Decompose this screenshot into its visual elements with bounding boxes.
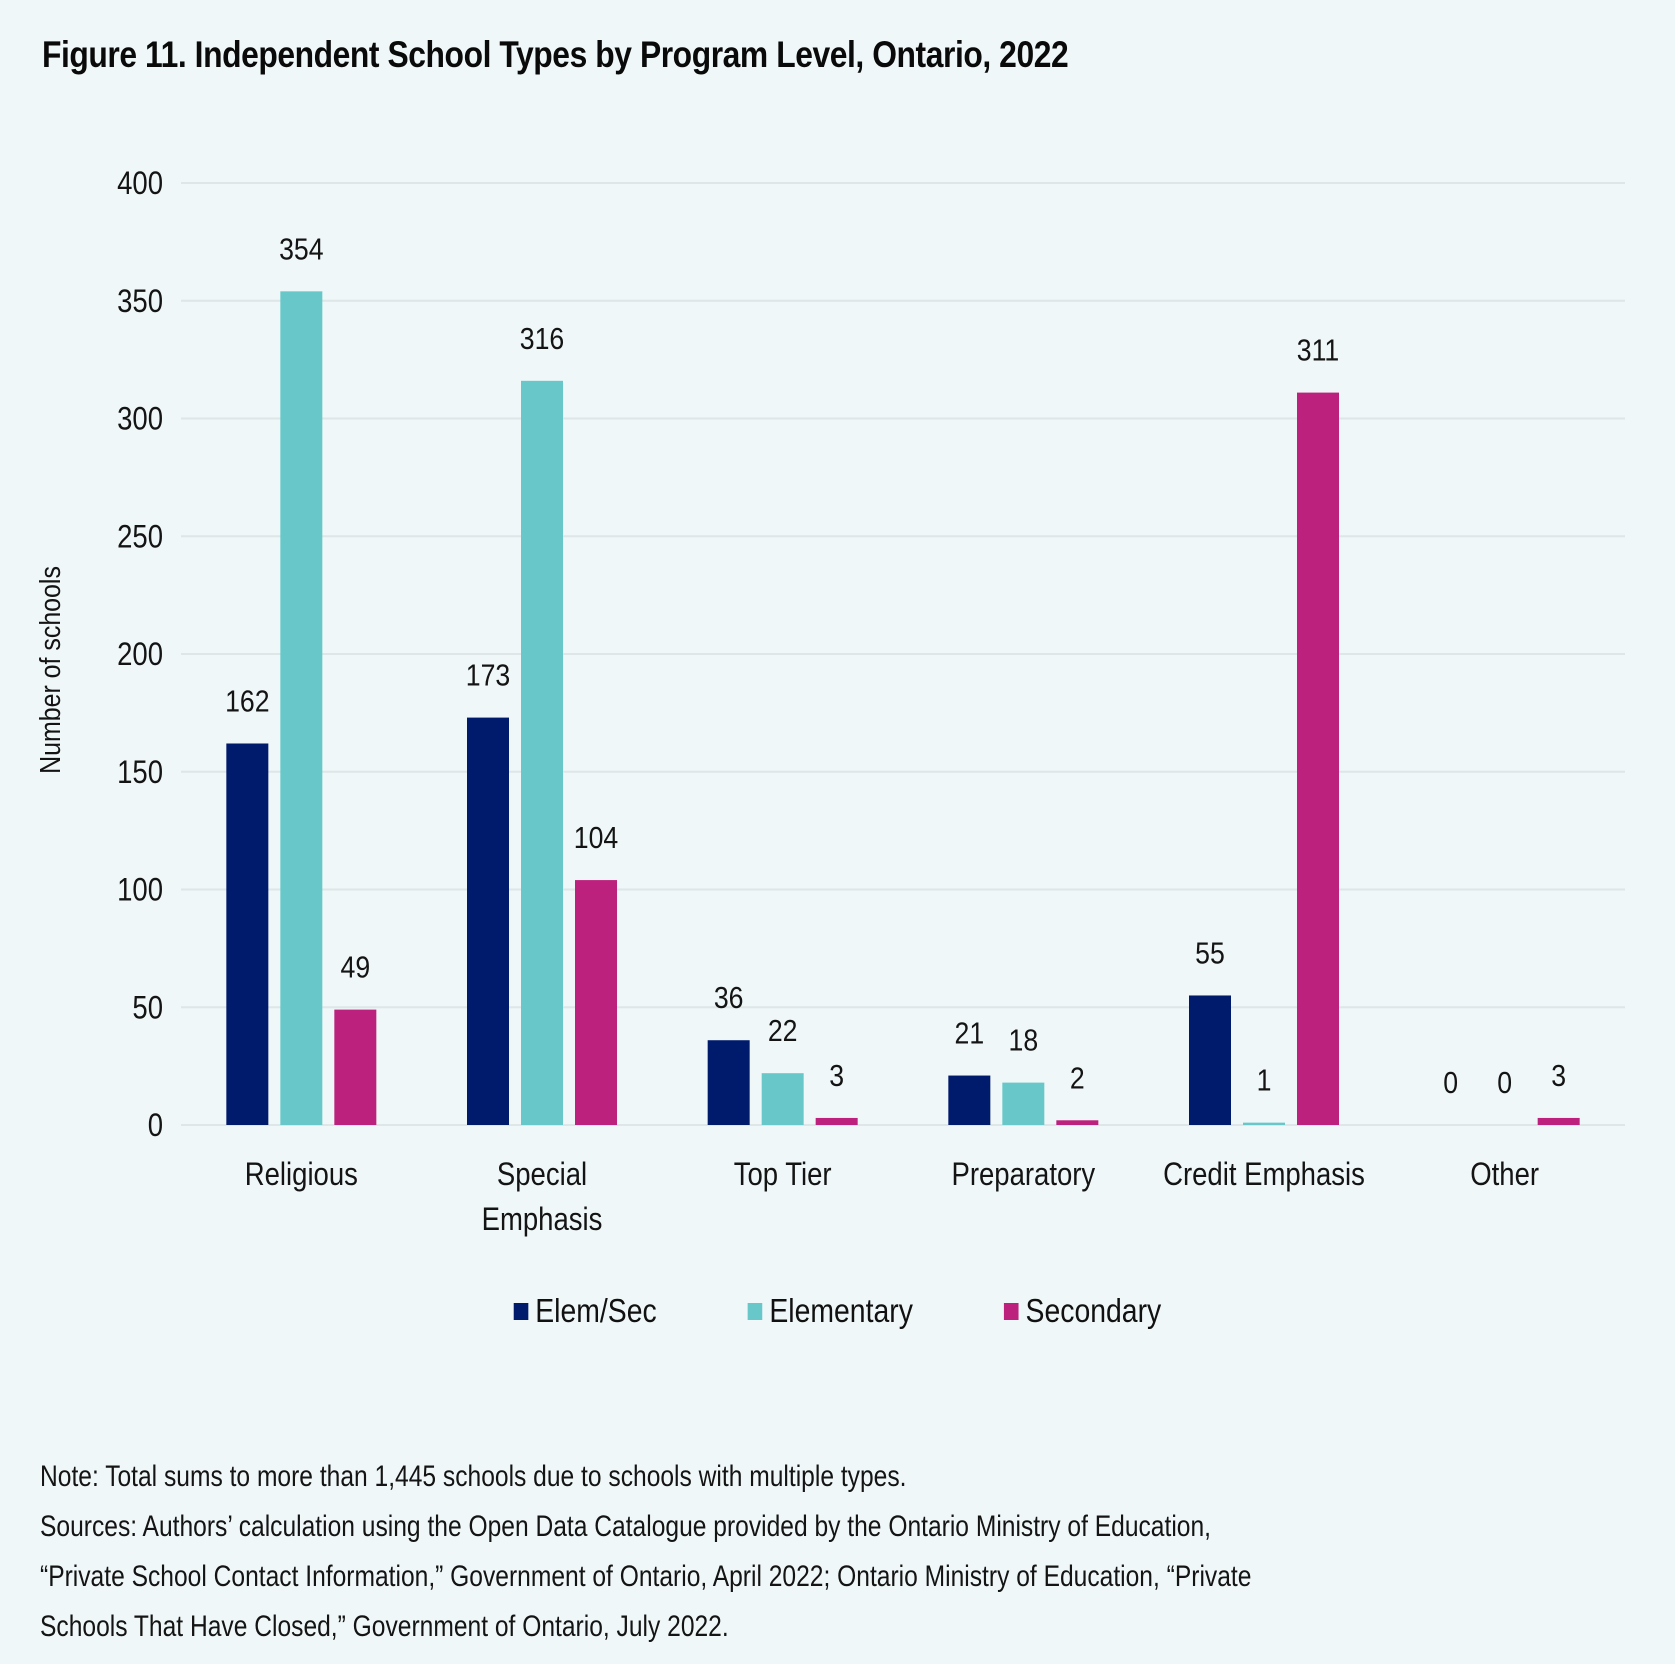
- bar-religious-elementary: [280, 291, 323, 1126]
- data-label-other-secondary: 3: [1551, 1059, 1566, 1093]
- bar-credit-emphasis-secondary: [1297, 392, 1339, 1126]
- data-label-credit-emphasis-elem-sec: 55: [1195, 937, 1225, 971]
- y-tick-label: 350: [117, 284, 163, 319]
- legend-label: Elem/Sec: [535, 1292, 657, 1329]
- bars: [226, 291, 1580, 1126]
- legend: Elem/Sec Elementary Secondary: [117, 1292, 1558, 1330]
- legend-label: Elementary: [769, 1292, 913, 1329]
- bar-preparatory-elem-sec: [948, 1075, 991, 1125]
- y-tick-label: 150: [117, 755, 163, 790]
- bar-credit-emphasis-elementary: [1243, 1122, 1285, 1125]
- data-label-special-emphasis-elem-sec: 173: [466, 659, 510, 693]
- data-label-special-emphasis-secondary: 104: [574, 821, 618, 855]
- category-label-special-emphasis: Emphasis: [482, 1202, 603, 1237]
- category-label-credit-emphasis: Credit Emphasis: [1163, 1157, 1365, 1192]
- gridlines: [181, 182, 1625, 1126]
- sources-line: Sources: Authors’ calculation using the …: [40, 1510, 1211, 1543]
- bar-preparatory-secondary: [1056, 1120, 1099, 1125]
- data-label-top-tier-elementary: 22: [768, 1014, 798, 1048]
- bar-preparatory-elementary: [1002, 1082, 1045, 1125]
- figure-notes: Note: Total sums to more than 1,445 scho…: [40, 1452, 1598, 1652]
- data-label-other-elementary: 0: [1497, 1066, 1512, 1100]
- data-label-preparatory-elem-sec: 21: [955, 1017, 985, 1051]
- data-label-other-elem-sec: 0: [1443, 1066, 1458, 1100]
- data-label-credit-emphasis-elementary: 1: [1257, 1064, 1272, 1098]
- sources-line: Schools That Have Closed,” Government of…: [40, 1610, 729, 1643]
- bar-religious-secondary: [334, 1009, 377, 1125]
- legend-swatch-elem-sec: [513, 1302, 529, 1320]
- data-label-preparatory-elementary: 18: [1009, 1024, 1039, 1058]
- bar-top-tier-elementary: [761, 1073, 804, 1125]
- category-label-preparatory: Preparatory: [951, 1157, 1095, 1192]
- bar-top-tier-elem-sec: [707, 1040, 750, 1125]
- y-tick-label: 250: [117, 519, 163, 554]
- data-label-religious-secondary: 49: [341, 951, 371, 985]
- category-label-top-tier: Top Tier: [734, 1157, 832, 1192]
- legend-swatch-secondary: [1004, 1302, 1019, 1320]
- data-labels: 162 354 49 173 316 104 36 22 3 21 18 2 55 1 311 0 0 3: [225, 233, 1566, 1101]
- data-label-religious-elem-sec: 162: [225, 685, 269, 719]
- sources-line: “Private School Contact Information,” Go…: [40, 1560, 1252, 1593]
- y-tick-label: 200: [117, 637, 163, 672]
- legend-label: Secondary: [1025, 1292, 1162, 1329]
- data-label-religious-elementary: 354: [279, 233, 323, 267]
- legend-item-elem-sec: Elem/Sec: [513, 1292, 657, 1330]
- data-label-credit-emphasis-secondary: 311: [1297, 334, 1340, 368]
- y-tick-label: 400: [117, 166, 163, 201]
- legend-item-elementary: Elementary: [747, 1292, 913, 1330]
- legend-swatch-elementary: [747, 1302, 763, 1320]
- bar-special-emphasis-elementary: [521, 380, 563, 1125]
- bar-other-secondary: [1537, 1117, 1580, 1125]
- bar-religious-elem-sec: [226, 743, 269, 1125]
- bar-special-emphasis-secondary: [575, 880, 617, 1125]
- y-axis-title: Number of schools: [34, 566, 66, 774]
- note-line: Note: Total sums to more than 1,445 scho…: [40, 1460, 907, 1493]
- category-label-special-emphasis: Special: [497, 1157, 587, 1192]
- bar-top-tier-secondary: [815, 1117, 858, 1125]
- category-label-religious: Religious: [245, 1157, 358, 1192]
- y-tick-label: 100: [117, 873, 163, 908]
- y-tick-label: 0: [148, 1108, 163, 1143]
- category-label-other: Other: [1470, 1157, 1539, 1192]
- y-axis-ticks: 0 50 100 150 200 250 300 350 400: [117, 166, 163, 1143]
- x-axis-categories: Religious Special Emphasis Top Tier Preparat…: [245, 1157, 1539, 1237]
- data-label-top-tier-elem-sec: 36: [714, 981, 744, 1015]
- bar-special-emphasis-elem-sec: [467, 717, 509, 1125]
- data-label-top-tier-secondary: 3: [829, 1059, 844, 1093]
- y-tick-label: 300: [117, 402, 163, 437]
- legend-item-secondary: Secondary: [1004, 1292, 1161, 1330]
- bar-credit-emphasis-elem-sec: [1189, 995, 1231, 1125]
- y-tick-label: 50: [132, 990, 163, 1025]
- data-label-special-emphasis-elementary: 316: [520, 322, 564, 356]
- figure-title: Figure 11. Independent School Types by P…: [42, 34, 1069, 75]
- data-label-preparatory-secondary: 2: [1070, 1061, 1085, 1095]
